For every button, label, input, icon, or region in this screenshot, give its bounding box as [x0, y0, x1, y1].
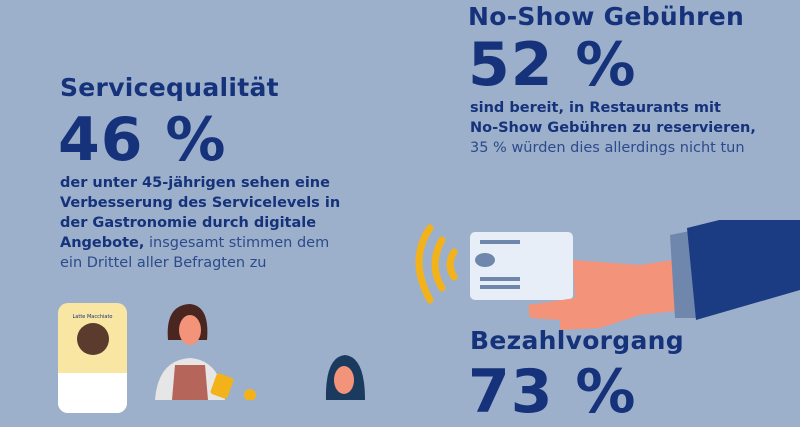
service-text-4: Angebote, insgesamt stimmen dem [60, 234, 329, 253]
coffee-icon [76, 323, 109, 355]
service-text-4-bold: Angebote, [60, 235, 145, 251]
flower-icon [244, 389, 256, 400]
payment-title: Bezahlvorgang [470, 326, 684, 355]
service-text-2: Verbesserung des Servicelevels in [60, 195, 341, 211]
no-show-text-1: sind bereit, in Restaurants mit [470, 100, 721, 116]
service-value: 46 % [58, 105, 227, 175]
service-text-4-rest: insgesamt stimmen dem [144, 235, 330, 251]
phone-title: Latte Macchiato [72, 314, 113, 320]
service-title: Servicequalität [60, 73, 279, 102]
service-text-1: der unter 45-jährigen sehen eine [60, 175, 330, 191]
no-show-text-2: No-Show Gebühren zu reservieren, [470, 120, 756, 136]
customer-illustration [325, 355, 365, 400]
waitress-illustration [155, 304, 234, 400]
payment-value: 73 % [468, 357, 637, 427]
phone-app-mockup: Latte Macchiato [58, 303, 127, 413]
no-show-value: 52 % [468, 30, 637, 100]
no-show-title: No-Show Gebühren [468, 2, 745, 31]
hand [528, 258, 685, 330]
sleeve [687, 220, 800, 320]
contactless-payment-illustration [415, 220, 800, 330]
service-text-5: ein Drittel aller Befragten zu [60, 255, 267, 271]
nfc-waves-icon [415, 224, 458, 304]
service-text-3: der Gastronomie durch digitale [60, 215, 317, 231]
no-show-text-3: 35 % würden dies allerdings nicht tun [470, 140, 745, 156]
credit-card [470, 232, 573, 300]
